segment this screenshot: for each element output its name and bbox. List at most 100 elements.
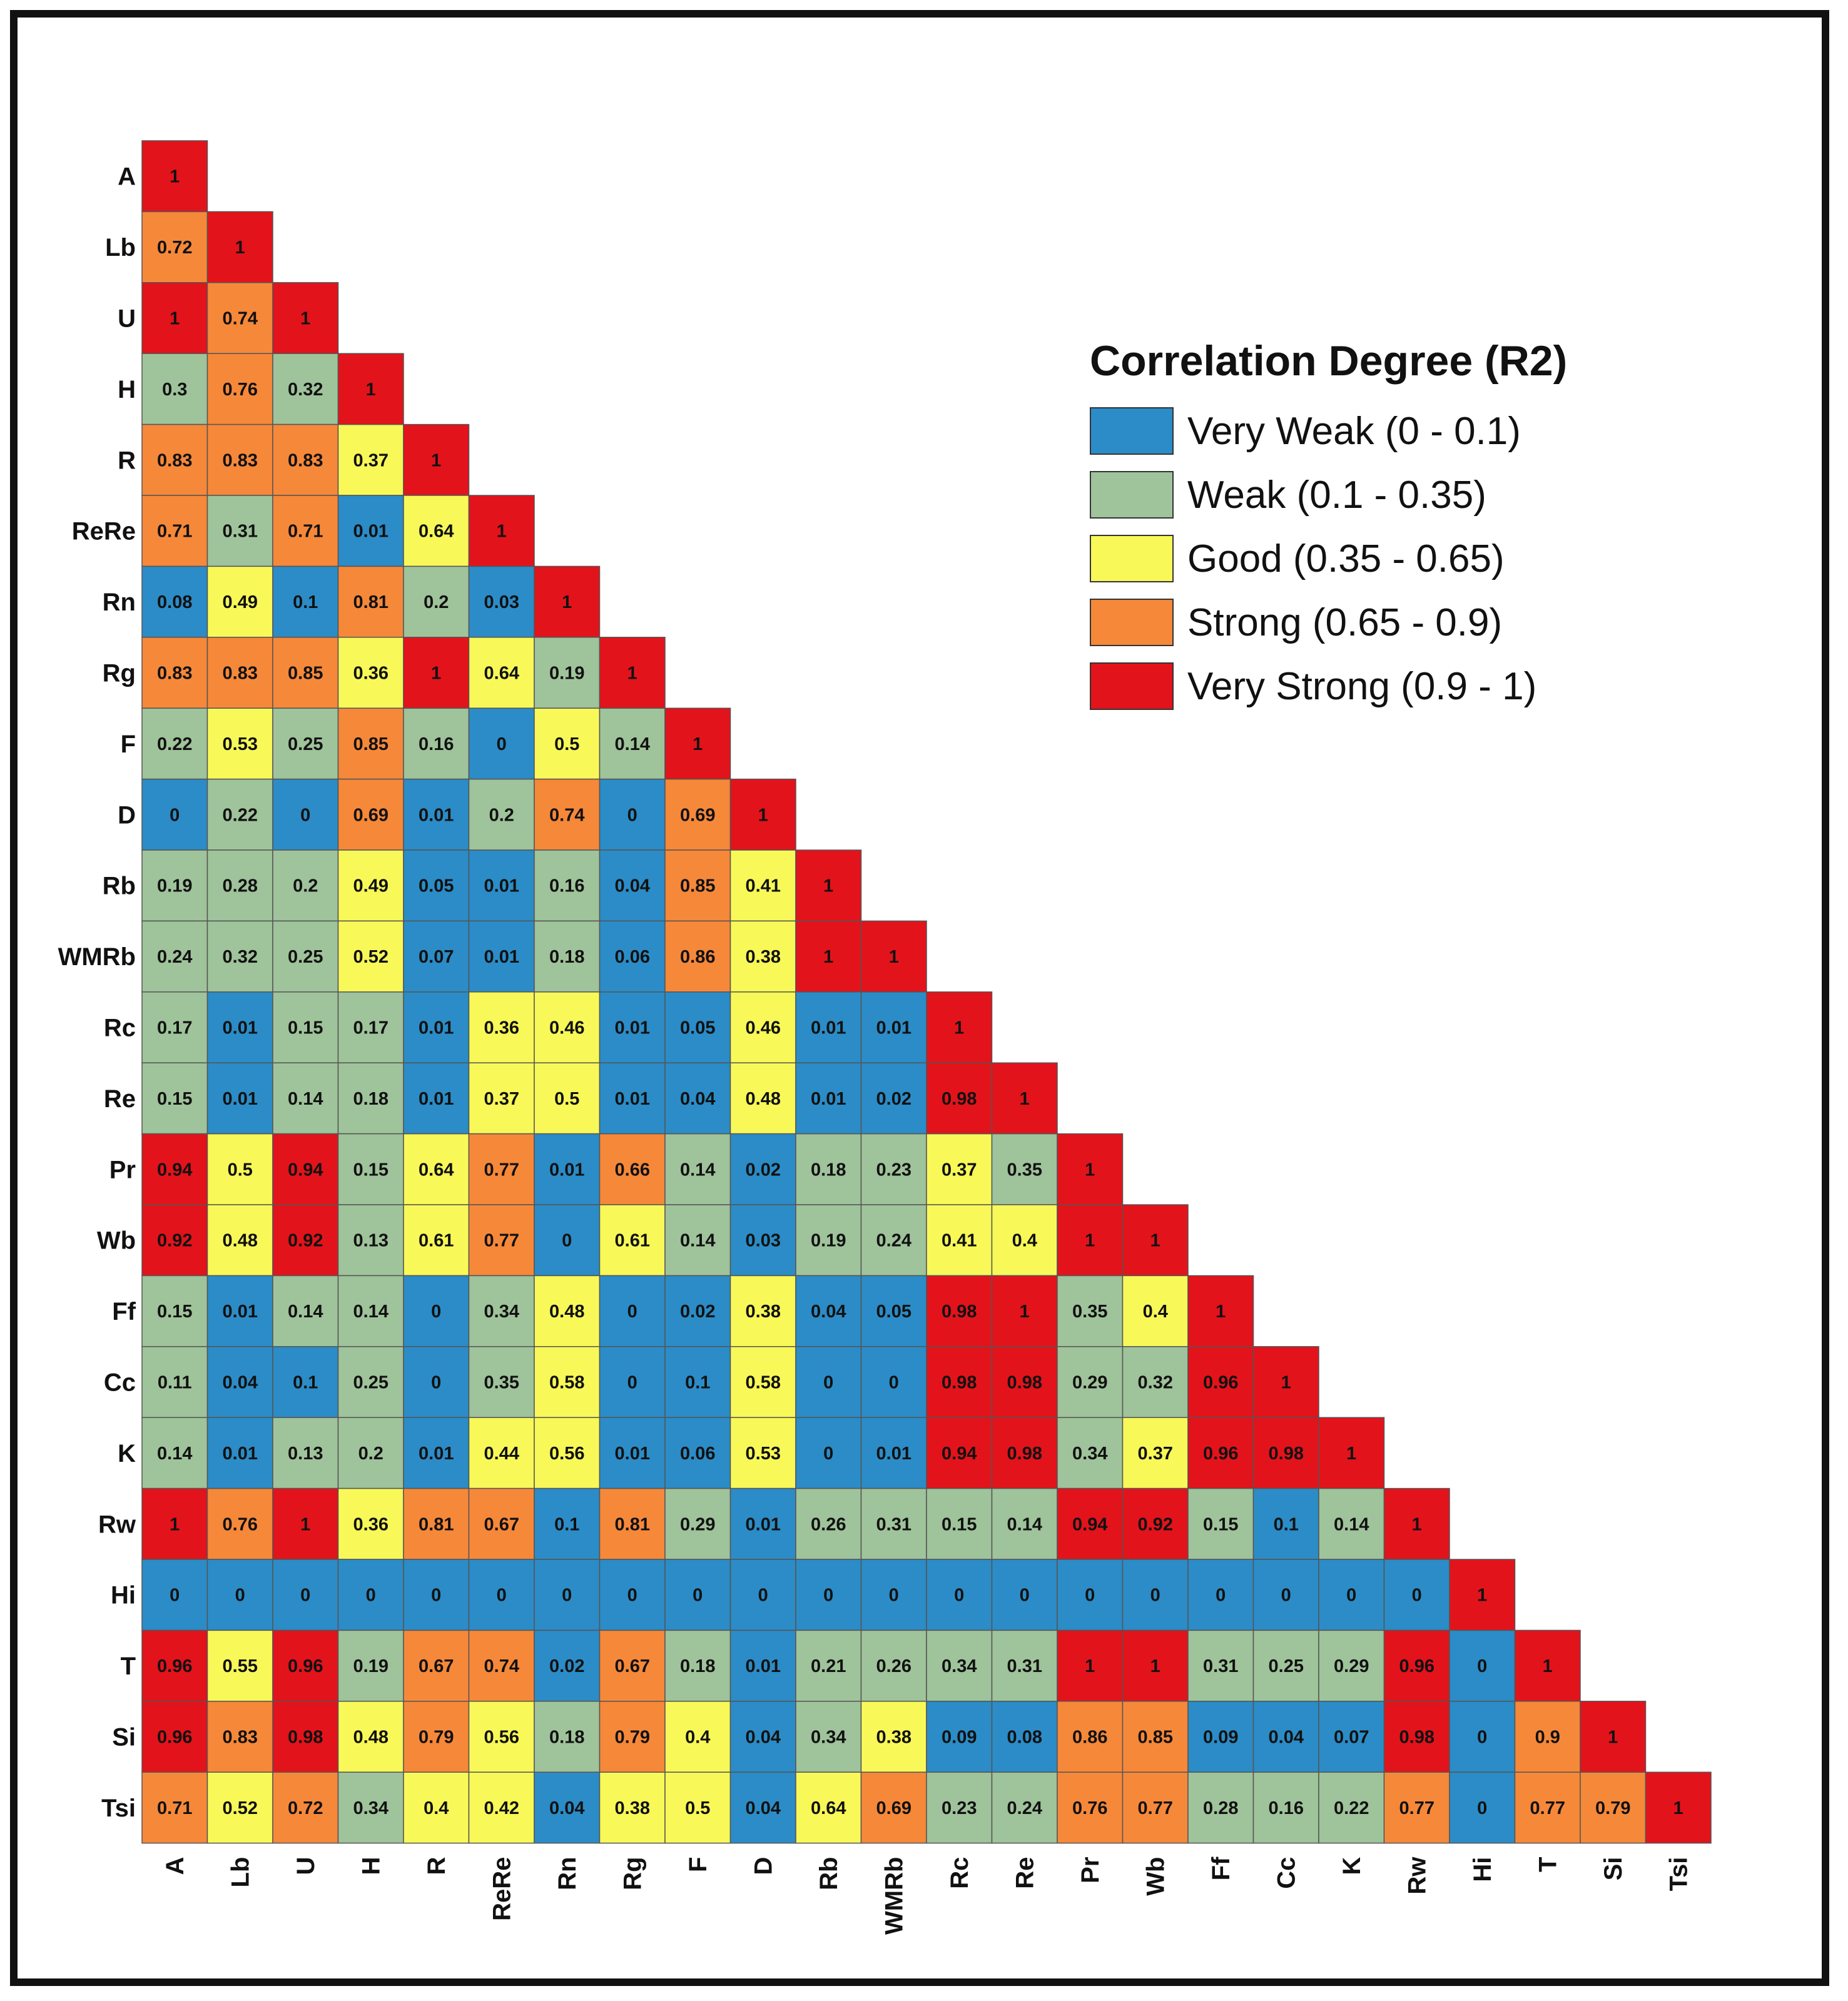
heatmap-cell <box>599 1771 666 1844</box>
heatmap-cell <box>534 1275 601 1347</box>
cell-value-label: 0.07 <box>1334 1728 1369 1748</box>
cell-value-label: 0.31 <box>1007 1656 1042 1676</box>
cell-value-label: 0.52 <box>223 1798 258 1818</box>
heatmap-cell <box>1122 1771 1189 1844</box>
cell-value-label: 0.94 <box>1072 1514 1107 1534</box>
heatmap-cell <box>206 1275 273 1347</box>
heatmap-cell <box>599 1346 666 1418</box>
legend-item-weak: Weak (0.1 - 0.35) <box>1090 463 1715 527</box>
cell-value-label: 1 <box>889 947 899 967</box>
cell-value-label: 0.83 <box>223 1728 258 1748</box>
heatmap-cell <box>1122 1275 1189 1347</box>
legend-label: Very Strong (0.9 - 1) <box>1187 664 1537 708</box>
heatmap-cell <box>664 1204 731 1277</box>
heatmap-cell <box>272 423 339 496</box>
cell-value-label: 1 <box>1150 1656 1160 1676</box>
cell-value-label: 0.69 <box>680 805 715 825</box>
cell-value-label: 1 <box>823 947 833 967</box>
heatmap-cell <box>468 920 535 993</box>
cell-value-label: 0.16 <box>419 734 454 754</box>
cell-value-label: 0.79 <box>1595 1798 1630 1818</box>
heatmap-cell <box>1252 1417 1319 1489</box>
cell-value-label: 0.15 <box>942 1514 977 1534</box>
cell-value-label: 0.09 <box>942 1728 977 1748</box>
cell-value-label: 0.25 <box>1269 1656 1304 1676</box>
cell-value-label: 0.22 <box>223 805 258 825</box>
cell-value-label: 0 <box>627 1302 637 1322</box>
column-label: Hi <box>1469 1857 1496 1882</box>
heatmap-cell <box>272 778 339 851</box>
cell-value-label: 0.22 <box>157 734 192 754</box>
cell-value-label: 0.56 <box>484 1728 519 1748</box>
heatmap-cell <box>729 1771 796 1844</box>
heatmap-cell <box>1057 1133 1124 1205</box>
cell-value-label: 0.71 <box>157 522 192 542</box>
heatmap-cell <box>337 707 404 780</box>
cell-value-label: 0.03 <box>746 1231 781 1251</box>
cell-value-label: 0.16 <box>549 876 584 896</box>
cell-value-label: 0.74 <box>223 309 258 329</box>
row-label: Rb <box>103 873 136 900</box>
cell-value-label: 0.04 <box>746 1798 781 1818</box>
cell-value-label: 0.14 <box>615 734 650 754</box>
cell-value-label: 0.77 <box>484 1231 519 1251</box>
cell-value-label: 0 <box>889 1586 899 1606</box>
heatmap-cell <box>141 140 208 213</box>
heatmap-cell <box>599 637 666 709</box>
heatmap-cell <box>1057 1346 1124 1418</box>
cell-value-label: 1 <box>627 664 637 684</box>
cell-value-label: 0.52 <box>353 947 388 967</box>
cell-value-label: 0.72 <box>157 238 192 258</box>
heatmap-cell <box>403 1487 470 1560</box>
cell-value-label: 0.25 <box>353 1373 388 1393</box>
heatmap-cell <box>337 991 404 1063</box>
cell-value-label: 0 <box>627 1586 637 1606</box>
heatmap-cell <box>468 991 535 1063</box>
cell-value-label: 0.5 <box>228 1160 253 1180</box>
cell-value-label: 0 <box>823 1444 833 1464</box>
heatmap-cell <box>926 1133 993 1205</box>
column-label: Rn <box>554 1857 581 1890</box>
row-label: Lb <box>105 234 136 261</box>
heatmap-cell <box>664 1771 731 1844</box>
row-label: Re <box>104 1085 136 1113</box>
heatmap-cell <box>795 1417 862 1489</box>
cell-value-label: 0.41 <box>942 1231 977 1251</box>
cell-value-label: 0.98 <box>288 1728 323 1748</box>
heatmap-cell <box>926 1062 993 1135</box>
cell-value-label: 0.5 <box>554 734 579 754</box>
heatmap-cell <box>1057 1204 1124 1277</box>
cell-value-label: 0.67 <box>615 1656 650 1676</box>
cell-value-label: 0 <box>1346 1586 1356 1606</box>
heatmap-cell <box>272 1629 339 1702</box>
row-label: H <box>118 376 136 403</box>
heatmap-cell <box>534 1062 601 1135</box>
legend-label: Weak (0.1 - 0.35) <box>1187 473 1486 517</box>
heatmap-cell <box>795 1133 862 1205</box>
cell-value-label: 0.24 <box>1007 1798 1042 1818</box>
cell-value-label: 0 <box>431 1373 441 1393</box>
cell-value-label: 0.34 <box>353 1798 388 1818</box>
cell-value-label: 0.05 <box>680 1018 715 1038</box>
column-label: WMRb <box>881 1857 908 1935</box>
cell-value-label: 0.37 <box>942 1160 977 1180</box>
row-label: Rc <box>104 1015 136 1042</box>
cell-value-label: 0.19 <box>811 1231 846 1251</box>
cell-value-label: 0.34 <box>1072 1444 1107 1464</box>
cell-value-label: 0.01 <box>419 805 454 825</box>
heatmap-cell <box>860 1559 927 1631</box>
column-label: U <box>292 1857 320 1875</box>
heatmap-cell <box>272 495 339 567</box>
heatmap-cell <box>206 1771 273 1844</box>
cell-value-label: 0.37 <box>1138 1444 1173 1464</box>
heatmap-cell <box>534 707 601 780</box>
heatmap-cell <box>729 991 796 1063</box>
cell-value-label: 0.2 <box>489 805 514 825</box>
figure-frame: 1 0.72 1 1 0.74 1 0.3 0.76 0.32 1 0.83 0.83 0.83 0.37… <box>10 10 1829 1986</box>
heatmap-cell <box>534 1701 601 1773</box>
column-label: Tsi <box>1665 1857 1693 1892</box>
cell-value-label: 0.67 <box>484 1514 519 1534</box>
cell-value-label: 0.35 <box>484 1373 519 1393</box>
cell-value-label: 0.14 <box>680 1231 715 1251</box>
legend: Correlation Degree (R2) Very Weak (0 - 0… <box>1090 337 1715 718</box>
